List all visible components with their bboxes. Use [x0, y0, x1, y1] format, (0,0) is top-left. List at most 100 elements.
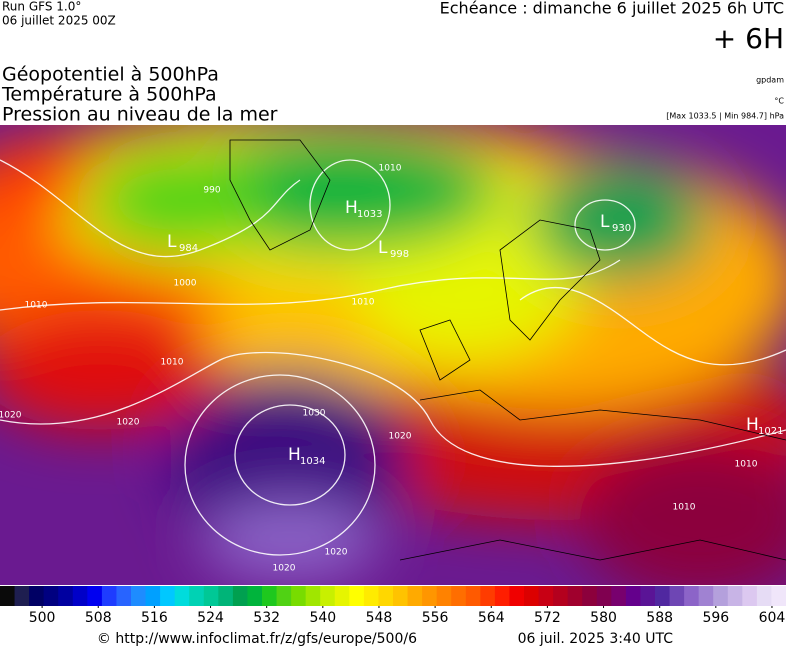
colorbar-swatch: [684, 586, 700, 606]
unit-label: °C: [774, 97, 784, 106]
pressure-value: 1033: [357, 209, 382, 220]
pressure-value: 1034: [300, 456, 325, 467]
colorbar-swatch: [203, 586, 219, 606]
colorbar-swatch: [174, 586, 190, 606]
field-label: Température à 500hPa: [1, 84, 217, 106]
isobar-label: 1000: [174, 279, 197, 289]
isobar-label: 1020: [117, 418, 140, 428]
colorbar-swatch: [538, 586, 554, 606]
isobar-label: 1030: [303, 409, 326, 419]
colorbar-swatch: [378, 586, 394, 606]
colorbar-label: 548: [366, 610, 393, 626]
isobar-label: 1010: [161, 358, 184, 368]
run-date: 06 juillet 2025 00Z: [2, 14, 116, 28]
colorbar-label: 596: [702, 610, 729, 626]
colorbar-label: 500: [29, 610, 56, 626]
colorbar-swatch: [72, 586, 88, 606]
pressure-center: H: [345, 198, 358, 218]
unit-label: [Max 1033.5 | Min 984.7] hPa: [666, 112, 784, 121]
colorbar-swatch: [480, 586, 496, 606]
colorbar-swatch: [320, 586, 336, 606]
colorbar-swatch: [742, 586, 758, 606]
colorbar-swatch: [276, 586, 292, 606]
isobar-label: 1010: [673, 503, 696, 513]
colorbar-swatch: [43, 586, 59, 606]
isobar-label: 1020: [273, 564, 296, 574]
isobar-label: 1010: [379, 164, 402, 174]
colorbar-swatch: [87, 586, 103, 606]
colorbar-label: 556: [422, 610, 449, 626]
pressure-value: 984: [179, 243, 198, 254]
forecast-label: Echéance : dimanche 6 juillet 2025 6h UT…: [440, 0, 784, 18]
colorbar-swatch: [145, 586, 161, 606]
colorbar-swatch: [655, 586, 671, 606]
isobar-label: 990: [203, 186, 220, 196]
colorbar-swatch: [393, 586, 409, 606]
colorbar-swatch: [771, 586, 786, 606]
colorbar-label: 572: [534, 610, 561, 626]
isobar-label: 1010: [735, 460, 758, 470]
isobar-label: 1010: [25, 301, 48, 311]
pressure-value: 998: [390, 249, 409, 260]
pressure-value: 930: [612, 223, 631, 234]
unit-label: gpdam: [756, 76, 784, 85]
footer-time: 06 juil. 2025 3:40 UTC: [518, 631, 674, 647]
colorbar-swatch: [494, 586, 510, 606]
colorbar-label: 540: [309, 610, 336, 626]
pressure-center: H: [746, 415, 759, 435]
colorbar-swatch: [640, 586, 656, 606]
colorbar-swatch: [305, 586, 321, 606]
pressure-center: H: [288, 445, 301, 465]
step-label: + 6H: [713, 22, 784, 55]
colorbar-swatch: [0, 586, 16, 606]
colorbar-swatch: [349, 586, 365, 606]
colorbar-swatch: [713, 586, 729, 606]
colorbar-swatch: [160, 586, 176, 606]
colorbar-swatch: [262, 586, 278, 606]
isobar-label: 1020: [389, 432, 412, 442]
colorbar-swatch: [625, 586, 641, 606]
footer-url: © http://www.infoclimat.fr/z/gfs/europe/…: [97, 631, 417, 647]
colorbar-swatch: [218, 586, 234, 606]
colorbar-label: 532: [253, 610, 280, 626]
colorbar-swatch: [582, 586, 598, 606]
colorbar-swatch: [247, 586, 263, 606]
colorbar-swatch: [524, 586, 540, 606]
field-label: Géopotentiel à 500hPa: [2, 64, 219, 86]
colorbar-swatch: [116, 586, 132, 606]
colorbar-swatch: [756, 586, 772, 606]
run-label: Run GFS 1.0°: [2, 0, 81, 14]
colorbar: 500 508 516 524 532 540 548 556 564 572 580 588 596 6…: [0, 586, 786, 626]
pressure-center: L: [378, 238, 388, 258]
colorbar-swatch: [465, 586, 481, 606]
colorbar-swatch: [567, 586, 583, 606]
colorbar-label: 524: [197, 610, 224, 626]
colorbar-label: 604: [759, 610, 786, 626]
colorbar-swatch: [291, 586, 307, 606]
colorbar-swatch: [101, 586, 117, 606]
colorbar-swatch: [14, 586, 30, 606]
pressure-value: 1021: [758, 426, 783, 437]
colorbar-swatch: [334, 586, 350, 606]
colorbar-swatch: [669, 586, 685, 606]
colorbar-swatch: [436, 586, 452, 606]
colorbar-label: 564: [478, 610, 505, 626]
colorbar-swatch: [698, 586, 714, 606]
pressure-center: L: [167, 232, 177, 252]
colorbar-swatch: [596, 586, 612, 606]
colorbar-label: 516: [141, 610, 168, 626]
colorbar-swatch: [553, 586, 569, 606]
colorbar-label: 588: [646, 610, 673, 626]
colorbar-swatch: [611, 586, 627, 606]
map-field: [0, 125, 786, 585]
colorbar-swatch: [451, 586, 467, 606]
colorbar-swatch: [29, 586, 45, 606]
colorbar-label: 580: [590, 610, 617, 626]
colorbar-swatch: [727, 586, 743, 606]
isobar-label: 1020: [0, 411, 22, 421]
colorbar-swatch: [422, 586, 438, 606]
isobar-label: 1010: [352, 298, 375, 308]
colorbar-swatch: [189, 586, 205, 606]
field-label: Pression au niveau de la mer: [2, 104, 278, 126]
